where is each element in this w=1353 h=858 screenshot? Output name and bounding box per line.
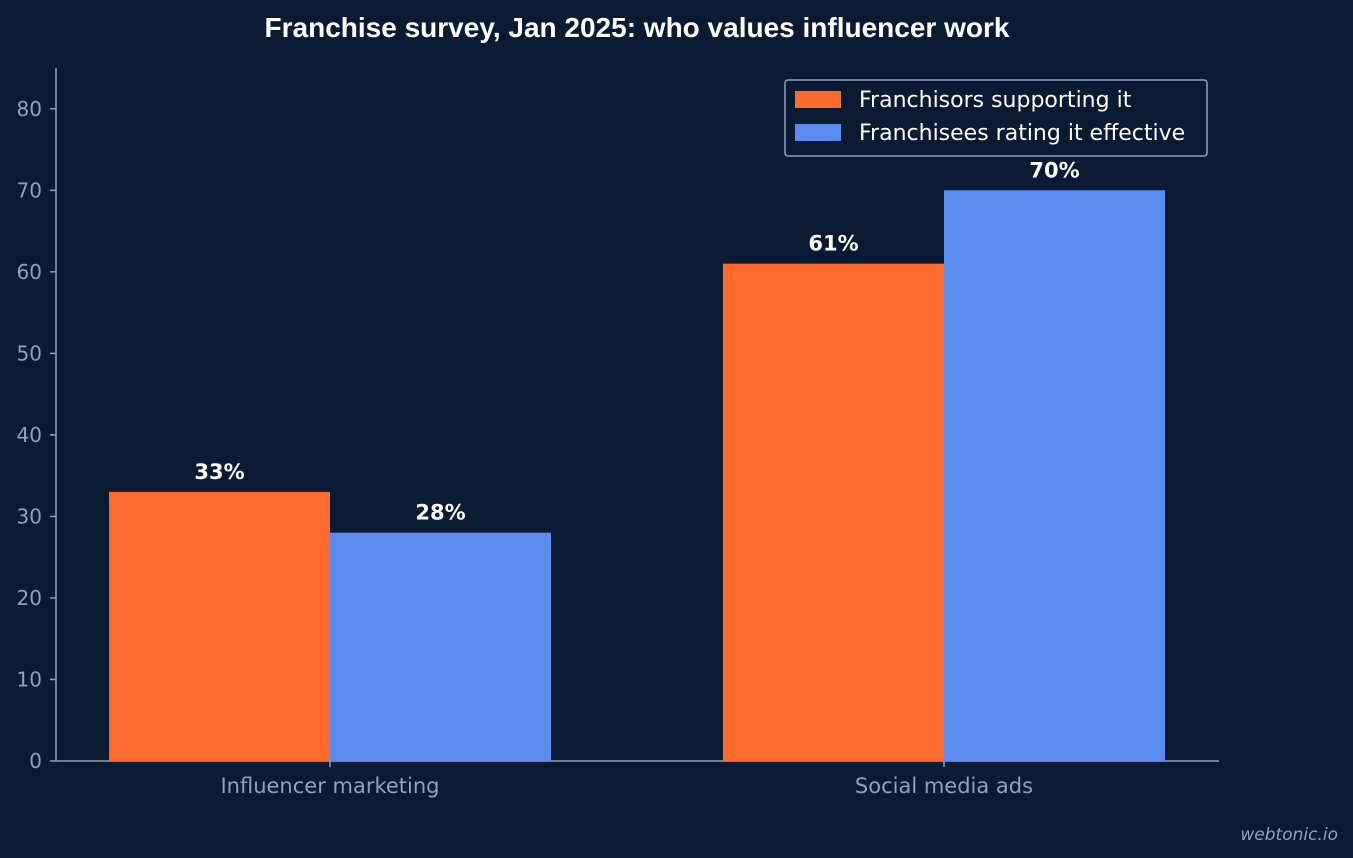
value-label: 70% [1029, 158, 1079, 182]
bar-franchisees-1 [944, 190, 1165, 761]
value-label: 61% [808, 232, 858, 256]
value-labels: 33% 28% 61% 70% [194, 158, 1079, 524]
x-tick-label: Influencer marketing [220, 774, 439, 798]
x-axis: Influencer marketing Social media ads [56, 760, 1219, 798]
y-tick-label: 60 [17, 260, 42, 284]
legend-label-franchisees: Franchisees rating it effective [859, 121, 1185, 146]
value-label: 33% [194, 460, 244, 484]
x-tick-label: Social media ads [855, 774, 1033, 798]
y-tick-label: 70 [17, 178, 42, 202]
bars [109, 190, 1165, 761]
y-tick-label: 50 [17, 341, 42, 365]
legend-box [784, 79, 1208, 157]
legend-swatch-franchisors [795, 91, 841, 108]
y-axis: 0 10 20 30 40 50 60 70 80 [17, 68, 57, 773]
y-tick-label: 20 [17, 586, 42, 610]
bar-franchisors-1 [723, 263, 944, 761]
y-tick-label: 10 [17, 667, 42, 691]
y-tick-label: 40 [17, 423, 42, 447]
bar-franchisors-0 [109, 491, 330, 761]
legend-swatch-franchisees [795, 124, 841, 141]
chart-title: Franchise survey, Jan 2025: who values i… [265, 12, 1010, 43]
watermark: webtonic.io [1240, 825, 1338, 845]
legend: Franchisors supporting it Franchisees ra… [784, 79, 1208, 157]
legend-label-franchisors: Franchisors supporting it [859, 88, 1132, 113]
y-tick-label: 30 [17, 504, 42, 528]
y-tick-label: 80 [17, 97, 42, 121]
y-tick-label: 0 [29, 749, 42, 773]
value-label: 28% [415, 501, 465, 525]
bar-franchisees-0 [330, 532, 551, 761]
